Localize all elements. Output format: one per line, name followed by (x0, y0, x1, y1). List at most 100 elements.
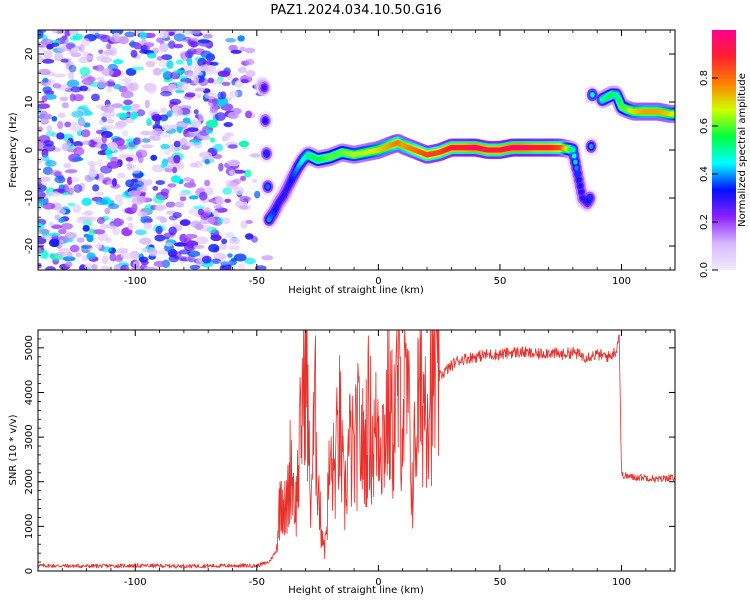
heatmap-ridge-cell (588, 143, 594, 150)
heatmap-noise-blob (183, 236, 192, 246)
heatmap-ridge-cell (577, 183, 583, 189)
heatmap-noise-blob (70, 47, 80, 53)
heatmap-noise-blob (138, 256, 149, 263)
heatmap-noise-blob (194, 223, 204, 230)
heatmap-noise-blob (50, 224, 63, 230)
heatmap-noise-blob (169, 98, 182, 105)
heatmap-ridge-cell (576, 177, 582, 183)
heatmap-noise-blob (141, 144, 154, 149)
heatmap-y-tick-label: -20 (24, 238, 35, 254)
heatmap-noise-blob (152, 115, 163, 122)
heatmap-noise-blob (106, 142, 118, 151)
heatmap-noise-blob (41, 155, 50, 162)
heatmap-noise-blob (46, 43, 54, 50)
heatmap-noise-blob (172, 166, 178, 174)
heatmap-noise-blob (57, 120, 64, 130)
heatmap-noise-blob (48, 221, 55, 227)
heatmap-noise-blob (146, 117, 152, 126)
snr-x-tick-label: 100 (612, 577, 631, 588)
heatmap-noise-blob (154, 204, 165, 212)
heatmap-noise-blob (96, 80, 109, 89)
heatmap-ridge-cell (574, 165, 579, 171)
heatmap-noise-blob (121, 130, 129, 137)
heatmap-noise-blob (55, 30, 65, 34)
heatmap-noise-blob (97, 158, 104, 167)
heatmap-noise-blob (38, 103, 50, 110)
heatmap-noise-blob (134, 180, 145, 187)
colorbar-ticks: 0.0 0.2 0.4 0.6 0.8 (699, 70, 718, 278)
heatmap-noise-blob (67, 202, 76, 207)
heatmap-noise-blob (81, 110, 93, 116)
heatmap-noise-blob (38, 68, 51, 76)
heatmap-noise-blob (54, 214, 61, 221)
snr-x-tick-label: -50 (249, 577, 265, 588)
heatmap-noise-blob (70, 86, 82, 93)
heatmap-noise-blob (101, 134, 108, 143)
heatmap-noise-blob (82, 224, 90, 232)
heatmap-noise-blob (40, 118, 49, 124)
heatmap-noise-blob (195, 93, 202, 99)
heatmap-noise-blob (127, 190, 141, 197)
heatmap-noise-blob (221, 217, 231, 225)
heatmap-noise-blob (106, 87, 112, 93)
heatmap-noise-blob (193, 109, 199, 115)
heatmap-noise-blob (148, 134, 160, 141)
heatmap-noise-blob (184, 233, 198, 239)
heatmap-noise-blob (38, 200, 44, 208)
heatmap-noise-blob (224, 198, 232, 203)
heatmap-noise-blob (176, 124, 183, 134)
heatmap-noise-blob (38, 55, 44, 64)
heatmap-noise-blob (60, 222, 73, 230)
heatmap-noise-blob (237, 66, 247, 73)
heatmap-noise-blob (80, 55, 94, 61)
heatmap-noise-blob (159, 43, 169, 53)
heatmap-noise-blob (41, 95, 48, 103)
snr-y-ticks: 0 1000 2000 3000 4000 5000 (24, 329, 675, 574)
heatmap-noise-blob (227, 159, 241, 167)
heatmap-noise-blob (215, 97, 229, 106)
heatmap-y-tick-label: 0 (24, 147, 35, 153)
heatmap-noise-blob (39, 228, 50, 235)
heatmap-ridge-cell (575, 171, 580, 177)
heatmap-noise-blob (145, 60, 156, 68)
heatmap-noise-blob (183, 182, 197, 189)
heatmap-noise-blob (134, 229, 147, 236)
heatmap-y-tick-label: 20 (24, 48, 35, 61)
heatmap-noise-blob (41, 58, 55, 64)
heatmap-noise-blob (192, 30, 201, 35)
heatmap-noise-blob (208, 61, 219, 66)
heatmap-noise-blob (211, 79, 223, 85)
heatmap-noise-blob (124, 31, 136, 38)
heatmap-noise-blob (76, 237, 85, 243)
heatmap-noise-blobs (38, 30, 274, 270)
heatmap-y-ticks: -20 -10 0 10 20 (24, 34, 675, 266)
heatmap-noise-blob (185, 132, 196, 138)
heatmap-noise-blob (131, 66, 145, 71)
heatmap-noise-blob (93, 229, 106, 235)
heatmap-x-tick-label: -100 (124, 276, 147, 287)
heatmap-noise-blob (179, 137, 188, 147)
heatmap-noise-blob (81, 51, 89, 56)
heatmap-noise-blob (69, 244, 80, 253)
heatmap-noise-blob (197, 39, 211, 44)
heatmap-noise-blob (218, 162, 224, 172)
heatmap-noise-blob (230, 49, 242, 54)
heatmap-noise-blob (173, 33, 186, 42)
heatmap-noise-blob (160, 188, 170, 196)
heatmap-ridge-cell (570, 147, 576, 153)
heatmap-noise-blob (204, 158, 210, 165)
heatmap-noise-blob (71, 110, 84, 118)
heatmap-noise-blob (126, 162, 133, 171)
heatmap-noise-blob (125, 156, 134, 162)
heatmap-noise-blob (148, 248, 158, 257)
heatmap-noise-blob (172, 212, 182, 219)
heatmap-noise-blob (189, 264, 201, 270)
heatmap-noise-blob (122, 77, 132, 83)
heatmap-noise-blob (72, 33, 83, 41)
heatmap-noise-blob (213, 143, 224, 152)
heatmap-ridge-cell (573, 159, 578, 165)
heatmap-noise-blob (102, 104, 115, 113)
snr-x-tick-label: -100 (124, 577, 147, 588)
heatmap-noise-blob (117, 172, 126, 179)
heatmap-noise-blob (48, 232, 60, 237)
